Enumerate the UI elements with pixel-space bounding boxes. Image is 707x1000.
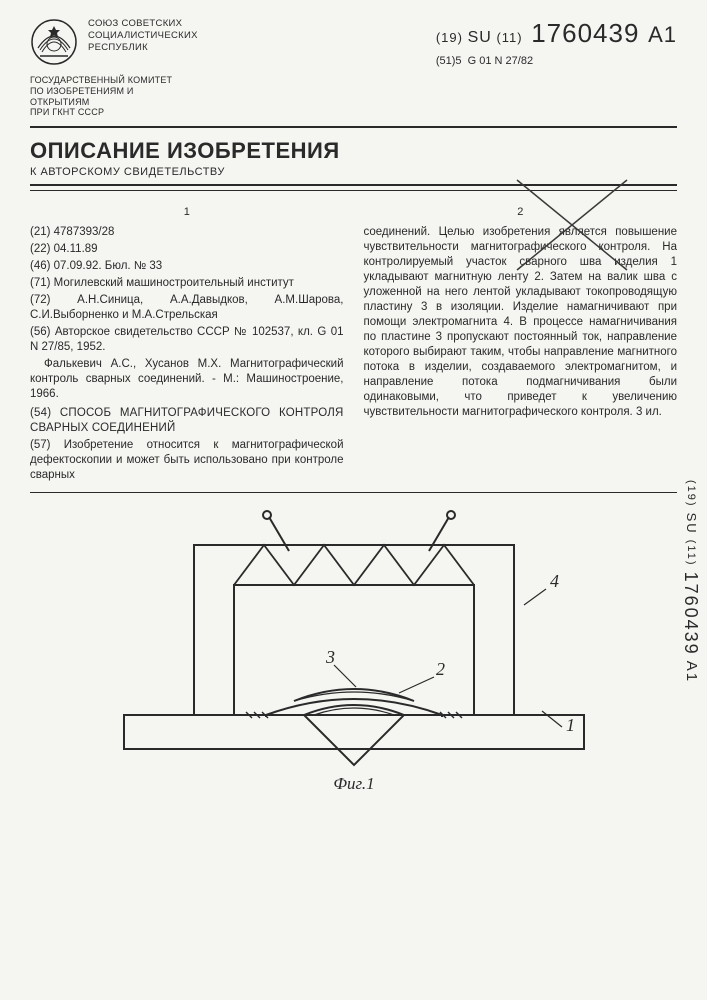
field-22: (22) 04.11.89: [30, 242, 344, 257]
ref-label-2: 2: [436, 659, 445, 679]
ipc-line: (51)5 G 01 N 27/82: [436, 55, 677, 67]
doc-codes: (19) SU (11) 1760439 A1 (51)5 G 01 N 27/…: [436, 18, 677, 67]
committee-line: ПРИ ГКНТ СССР: [30, 107, 190, 118]
column-right: 2 соединений. Целью изобретения является…: [364, 205, 678, 484]
field-46: (46) 07.09.92. Бюл. № 33: [30, 259, 344, 274]
field-56a: (56) Авторское свидетельство СССР № 1025…: [30, 325, 344, 355]
issuer-line: РЕСПУБЛИК: [88, 42, 238, 54]
document-subtitle: К АВТОРСКОМУ СВИДЕТЕЛЬСТВУ: [30, 166, 677, 178]
side-doc-label: (19) SU (11) 1760439 A1: [680, 480, 701, 683]
field-71: (71) Могилевский машиностроительный инст…: [30, 276, 344, 291]
field-56b: Фалькевич А.С., Хусанов М.Х. Магнитограф…: [30, 357, 344, 402]
country-code: SU: [468, 29, 492, 46]
column-left: 1 (21) 4787393/28 (22) 04.11.89 (46) 07.…: [30, 205, 344, 484]
ref-label-4: 4: [550, 571, 559, 591]
figure-caption: Фиг.1: [333, 774, 374, 793]
kind-code: A1: [648, 22, 677, 47]
column-number: 1: [30, 205, 344, 219]
issuer-line: СОЦИАЛИСТИЧЕСКИХ: [88, 30, 238, 42]
code-19-label: (19): [436, 30, 463, 45]
figure-area: 3 2 4 1 Фиг.1: [0, 497, 707, 798]
code-11-label: (11): [496, 30, 522, 45]
field-57-start: (57) Изобретение относится к магнитограф…: [30, 438, 344, 483]
ref-label-1: 1: [566, 715, 575, 735]
title-block: ОПИСАНИЕ ИЗОБРЕТЕНИЯ К АВТОРСКОМУ СВИДЕТ…: [0, 132, 707, 180]
divider-thin: [30, 190, 677, 191]
side-country: SU: [684, 513, 699, 535]
issuer-line: СОЮЗ СОВЕТСКИХ: [88, 18, 238, 30]
field-72: (72) А.Н.Синица, А.А.Давыдков, А.М.Шаров…: [30, 293, 344, 323]
body-columns: 1 (21) 4787393/28 (22) 04.11.89 (46) 07.…: [0, 195, 707, 490]
ussr-emblem-icon: [30, 18, 78, 66]
document-number: 1760439: [531, 18, 639, 48]
divider-thin: [30, 492, 677, 493]
code-51-label: (51)5: [436, 55, 462, 67]
side-kind: A1: [683, 661, 700, 683]
committee-line: ГОСУДАРСТВЕННЫЙ КОМИТЕТ: [30, 75, 190, 86]
committee-line: ПО ИЗОБРЕТЕНИЯМ И ОТКРЫТИЯМ: [30, 86, 190, 108]
committee-block: ГОСУДАРСТВЕННЫЙ КОМИТЕТ ПО ИЗОБРЕТЕНИЯМ …: [0, 75, 220, 122]
doc-number-line: (19) SU (11) 1760439 A1: [436, 18, 677, 49]
field-54: (54) СПОСОБ МАГНИТОГРАФИЧЕСКОГО КОНТРОЛЯ…: [30, 406, 344, 436]
ref-label-3: 3: [325, 647, 335, 667]
divider: [30, 126, 677, 128]
abstract-text: соединений. Целью изобретения является п…: [364, 225, 678, 419]
header-row: СОЮЗ СОВЕТСКИХ СОЦИАЛИСТИЧЕСКИХ РЕСПУБЛИ…: [0, 0, 707, 75]
issuer-block: СОЮЗ СОВЕТСКИХ СОЦИАЛИСТИЧЕСКИХ РЕСПУБЛИ…: [88, 18, 238, 54]
field-21: (21) 4787393/28: [30, 225, 344, 240]
side-number: 1760439: [681, 572, 701, 656]
side-code19: (19): [685, 480, 697, 508]
divider: [30, 184, 677, 186]
ipc-class: G 01 N 27/82: [468, 55, 533, 67]
document-title: ОПИСАНИЕ ИЗОБРЕТЕНИЯ: [30, 138, 677, 164]
side-code11: (11): [685, 540, 697, 567]
column-number: 2: [364, 205, 678, 219]
figure-1-diagram: 3 2 4 1 Фиг.1: [94, 505, 614, 795]
